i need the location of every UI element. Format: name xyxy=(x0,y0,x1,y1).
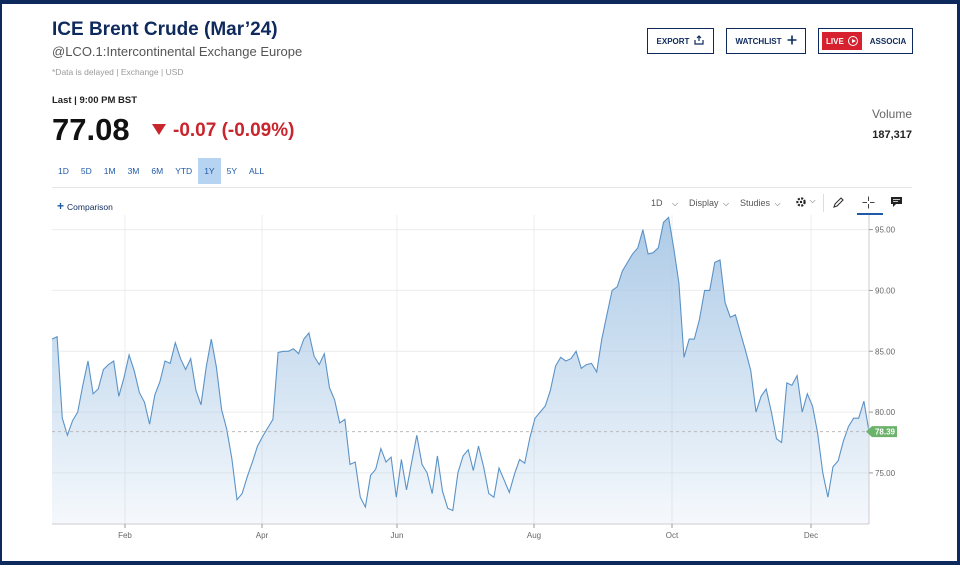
draw-button[interactable] xyxy=(832,196,845,211)
x-tick-label: Aug xyxy=(527,531,541,540)
range-3m[interactable]: 3M xyxy=(127,166,140,176)
play-icon xyxy=(847,36,858,46)
export-label: EXPORT xyxy=(656,36,690,46)
last-price: 77.08 xyxy=(52,112,130,147)
gear-icon xyxy=(796,197,806,207)
y-tick-label: 90.00 xyxy=(875,286,896,295)
interval-label: 1D xyxy=(651,198,663,208)
price-line xyxy=(51,216,870,512)
delay-note: *Data is delayed | Exchange | USD xyxy=(52,67,184,77)
y-tick-label: 80.00 xyxy=(875,408,896,417)
range-ytd[interactable]: YTD xyxy=(175,166,193,176)
studies-dropdown[interactable]: Studies ⌵ xyxy=(740,198,781,209)
range-1m[interactable]: 1M xyxy=(103,166,116,176)
settings-button[interactable]: ⌵ xyxy=(795,196,816,210)
chevron-down-icon: ⌵ xyxy=(672,199,679,208)
toolbar-divider xyxy=(823,194,824,212)
live-button[interactable]: LIVE ASSOCIA xyxy=(818,28,913,54)
price-area xyxy=(52,217,869,524)
exchange-subtitle: @LCO.1:Intercontinental Exchange Europe xyxy=(52,44,303,59)
volume-label: Volume xyxy=(871,107,912,121)
volume-value: 187,317 xyxy=(872,129,912,141)
window-left-border xyxy=(0,0,2,565)
y-tick-label: 75.00 xyxy=(875,469,896,478)
share-icon xyxy=(694,34,705,48)
range-selector: 1D 5D 1M 3M 6M YTD 1Y 5Y ALL xyxy=(52,158,270,184)
x-tick-label: Feb xyxy=(118,531,132,540)
chevron-down-icon: ⌵ xyxy=(774,199,781,208)
chevron-down-icon: ⌵ xyxy=(723,199,730,208)
current-value-label: 78.39 xyxy=(875,428,896,437)
range-6m[interactable]: 6M xyxy=(151,166,164,176)
plus-icon: + xyxy=(57,199,65,213)
down-arrow-icon xyxy=(152,124,166,135)
x-tick-label: Oct xyxy=(666,531,679,540)
plus-icon xyxy=(787,34,797,48)
pencil-icon xyxy=(833,197,844,208)
chart-divider xyxy=(52,187,912,188)
crosshair-active-indicator xyxy=(857,213,883,215)
watchlist-label: WATCHLIST xyxy=(735,36,782,46)
chevron-down-icon: ⌵ xyxy=(809,196,816,205)
comparison-button[interactable]: + Comparison xyxy=(57,199,113,213)
y-tick-label: 85.00 xyxy=(875,347,896,356)
export-button[interactable]: EXPORT xyxy=(647,28,714,54)
live-tag: LIVE xyxy=(822,32,862,50)
window-top-border xyxy=(0,0,960,4)
crosshair-icon xyxy=(862,196,875,209)
studies-label: Studies xyxy=(740,198,771,208)
comment-icon xyxy=(891,197,902,207)
range-1d[interactable]: 1D xyxy=(58,166,69,176)
x-tick-label: Dec xyxy=(804,531,818,540)
range-5y[interactable]: 5Y xyxy=(226,166,237,176)
range-5d[interactable]: 5D xyxy=(80,166,92,176)
page-title: ICE Brent Crude (Mar’24) xyxy=(52,19,278,40)
range-all[interactable]: ALL xyxy=(249,166,265,176)
x-tick-label: Jun xyxy=(391,531,404,540)
display-dropdown[interactable]: Display ⌵ xyxy=(689,198,729,209)
price-change: -0.07 (-0.09%) xyxy=(173,120,295,141)
last-trade-time: Last | 9:00 PM BST xyxy=(52,95,138,106)
range-1y[interactable]: 1Y xyxy=(198,158,221,184)
y-tick-label: 95.00 xyxy=(875,226,896,235)
live-label: LIVE xyxy=(826,36,844,46)
comparison-label: Comparison xyxy=(67,202,113,212)
watchlist-button[interactable]: WATCHLIST xyxy=(726,28,806,54)
current-value-badge xyxy=(866,426,897,438)
window-bottom-border xyxy=(0,561,960,565)
window-right-border xyxy=(957,0,960,565)
crosshair-button[interactable] xyxy=(862,196,875,211)
associate-label: ASSOCIA xyxy=(869,36,907,46)
display-label: Display xyxy=(689,198,719,208)
x-tick-label: Apr xyxy=(256,531,269,540)
interval-dropdown[interactable]: 1D ⌵ xyxy=(651,198,678,209)
comment-button[interactable] xyxy=(890,196,903,210)
